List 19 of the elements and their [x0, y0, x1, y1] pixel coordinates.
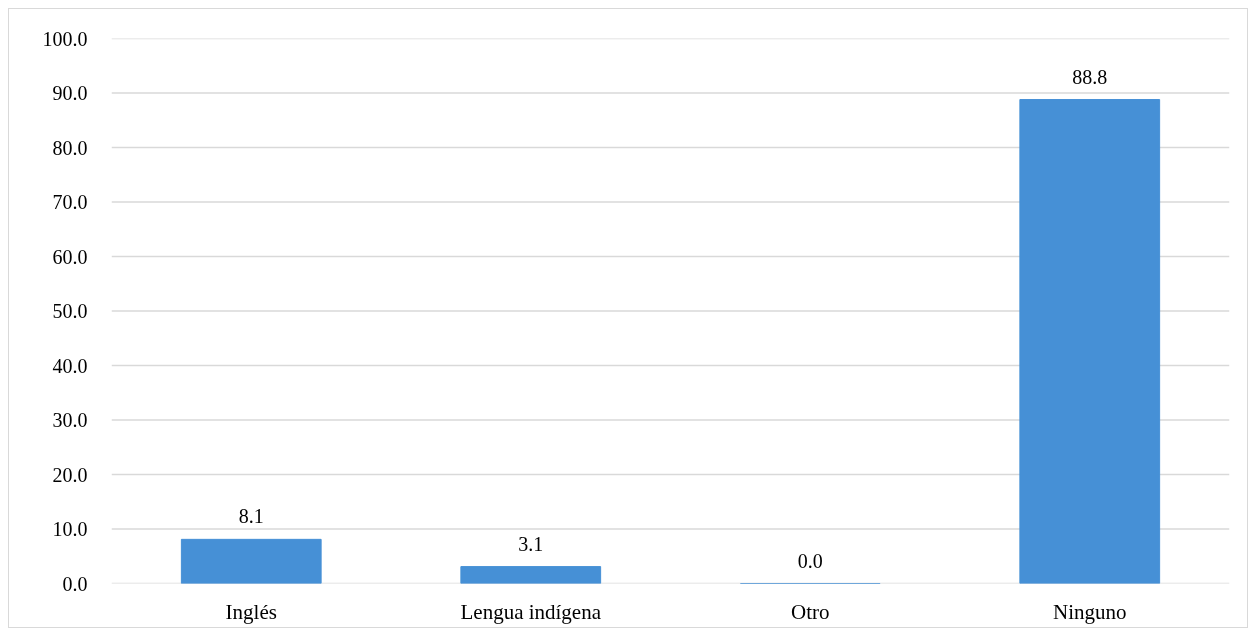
- y-tick-label: 100.0: [42, 27, 88, 50]
- x-tick-label: Lengua indígena: [460, 599, 602, 624]
- y-tick-label: 80.0: [52, 136, 88, 159]
- data-label: 3.1: [518, 532, 544, 555]
- y-tick-label: 70.0: [52, 191, 88, 213]
- x-tick-label: Ninguno: [1053, 599, 1127, 624]
- y-tick-label: 10.0: [52, 518, 88, 540]
- data-label: 8.1: [238, 505, 264, 528]
- x-tick-label: Inglés: [225, 599, 277, 624]
- y-tick-label: 20.0: [52, 463, 88, 486]
- y-tick-label: 50.0: [52, 300, 88, 322]
- y-tick-label: 60.0: [52, 245, 88, 268]
- y-tick-label: 40.0: [52, 354, 88, 377]
- y-tick-label: 30.0: [52, 409, 88, 431]
- y-tick-label: 90.0: [52, 82, 88, 104]
- x-tick-label: Otro: [791, 599, 830, 624]
- y-tick-label: 0.0: [62, 572, 88, 595]
- data-label: 88.8: [1072, 65, 1108, 88]
- data-label: 0.0: [797, 549, 823, 572]
